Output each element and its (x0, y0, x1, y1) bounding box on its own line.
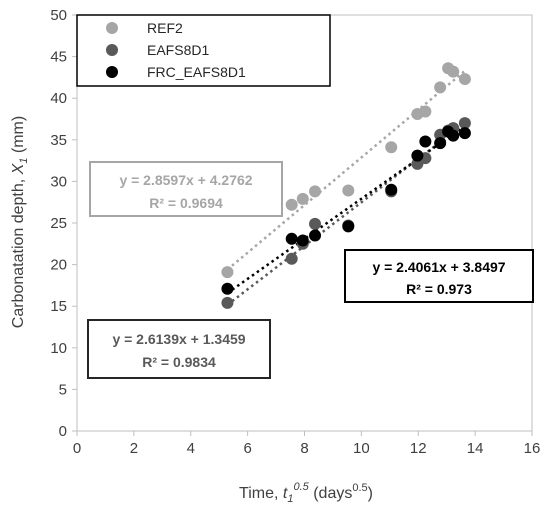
point-ref2 (309, 185, 322, 198)
x-tick-label: 4 (187, 440, 195, 457)
x-title-suffix-sup: 0.5 (352, 482, 367, 494)
point-ref2 (221, 266, 234, 279)
point-eafs8d1 (285, 252, 298, 265)
point-eafs8d1 (309, 217, 322, 230)
point-ref2 (419, 105, 432, 118)
x-tick-label: 8 (300, 440, 308, 457)
y-tick-label: 50 (50, 7, 67, 24)
point-frc-eafs8d1 (385, 183, 398, 196)
y-tick-label: 30 (50, 173, 67, 190)
x-tick-label: 2 (130, 440, 138, 457)
x-tick-label: 6 (243, 440, 251, 457)
equation-eafs8d1: y = 2.6139x + 1.3459 (112, 331, 245, 347)
point-eafs8d1 (458, 117, 471, 130)
point-eafs8d1 (221, 296, 234, 309)
point-ref2 (285, 198, 298, 211)
equation-box-ref2: y = 2.8597x + 4.2762 R² = 0.9694 (89, 161, 283, 217)
point-frc-eafs8d1 (419, 135, 432, 148)
x-tick-label: 12 (410, 440, 427, 457)
x-tick-label: 0 (73, 440, 81, 457)
point-frc-eafs8d1 (342, 220, 355, 233)
point-frc-eafs8d1 (285, 232, 298, 245)
y-tick-label: 5 (59, 381, 67, 398)
legend-box (76, 14, 331, 87)
legend-label-ref2: REF2 (147, 20, 183, 36)
y-tick-label: 25 (50, 215, 67, 232)
r2-ref2: R² = 0.9694 (149, 195, 223, 211)
legend: REF2 EAFS8D1 FRC_EAFS8D1 (76, 14, 331, 87)
point-frc-eafs8d1 (309, 229, 322, 242)
y-tick-label: 15 (50, 298, 67, 315)
point-ref2 (458, 73, 471, 86)
point-ref2 (447, 65, 460, 78)
legend-label-frc-eafs8d1: FRC_EAFS8D1 (147, 64, 246, 80)
point-ref2 (434, 81, 447, 94)
x-tick-label: 10 (353, 440, 370, 457)
point-ref2 (296, 192, 309, 205)
x-tick-label: 16 (524, 440, 541, 457)
y-tick-label: 40 (50, 90, 67, 107)
y-tick-label: 35 (50, 132, 67, 149)
y-title-var: X (10, 162, 27, 175)
data-points (221, 62, 471, 309)
point-frc-eafs8d1 (434, 137, 447, 150)
legend-marker-ref2 (106, 22, 118, 34)
x-title-suffix: (days (309, 485, 353, 502)
r2-eafs8d1: R² = 0.9834 (142, 354, 216, 370)
x-title-var: t (283, 485, 288, 502)
x-title-prefix: Time, (239, 485, 283, 502)
equation-frc-eafs8d1: y = 2.4061x + 3.8497 (372, 259, 505, 275)
trendline-eafs8d1 (226, 122, 466, 306)
x-title-sup: 0.5 (293, 481, 309, 493)
x-axis-title: Time, t10.5 (days0.5) (239, 481, 373, 505)
trendline-ref2 (226, 69, 466, 271)
point-frc-eafs8d1 (411, 149, 424, 162)
x-title-close: ) (368, 485, 373, 502)
point-ref2 (342, 184, 355, 197)
point-frc-eafs8d1 (221, 282, 234, 295)
y-title-prefix: Carbonatation depth, (10, 174, 27, 328)
legend-marker-frc-eafs8d1 (106, 66, 118, 78)
x-tick-label: 14 (467, 440, 484, 457)
y-title-suffix: (mm) (10, 116, 27, 158)
y-tick-label: 10 (50, 340, 67, 357)
equation-box-eafs8d1: y = 2.6139x + 1.3459 R² = 0.9834 (87, 319, 271, 379)
y-axis-title: Carbonatation depth, X1 (mm) (10, 116, 30, 328)
y-tick-label: 20 (50, 257, 67, 274)
y-tick-label: 0 (59, 423, 67, 440)
equation-box-frc-eafs8d1: y = 2.4061x + 3.8497 R² = 0.973 (344, 249, 534, 303)
y-tick-label: 45 (50, 49, 67, 66)
point-frc-eafs8d1 (447, 129, 460, 142)
equation-ref2: y = 2.8597x + 4.2762 (119, 172, 252, 188)
x-title-sub: 1 (287, 493, 293, 505)
point-ref2 (385, 141, 398, 154)
legend-marker-eafs8d1 (106, 44, 118, 56)
axes: 0 2 4 6 8 10 12 14 16 0 5 10 15 20 25 30 35 40 45 50 (50, 7, 540, 457)
point-frc-eafs8d1 (458, 127, 471, 140)
y-title-sub: 1 (18, 158, 30, 164)
r2-frc-eafs8d1: R² = 0.973 (406, 281, 472, 297)
legend-label-eafs8d1: EAFS8D1 (147, 42, 209, 58)
point-frc-eafs8d1 (296, 234, 309, 247)
